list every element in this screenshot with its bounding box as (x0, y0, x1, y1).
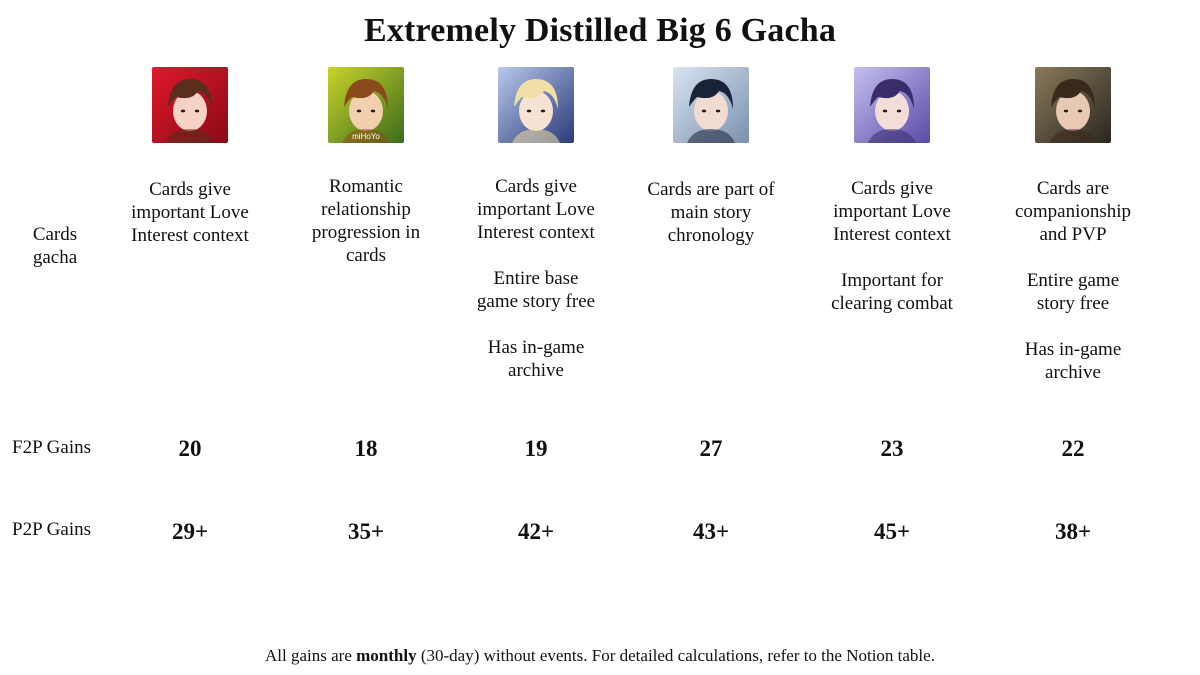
footnote-text-after: (30-day) without events. For detailed ca… (416, 646, 935, 665)
f2p-gains-value: 23 (880, 436, 904, 461)
character-portrait-purple (854, 67, 930, 143)
page-title: Extremely Distilled Big 6 Gacha (363, 12, 837, 49)
column-description: Cards give important Love Interest context (105, 178, 275, 247)
description-line: Cards are (1036, 178, 1110, 199)
description-line: Has in-game (487, 337, 585, 358)
description-line: and PVP (1039, 224, 1107, 245)
description-line: Entire base (493, 268, 579, 289)
description-line: Interest context (833, 224, 951, 245)
avatar-wrapper (451, 67, 621, 143)
avatar-watermark: miHoYo (352, 132, 380, 141)
column-description: Romantic relationship progression in cards (281, 175, 451, 267)
row-label-line: Cards (32, 224, 78, 245)
footnote-text-before: All gains are (265, 646, 357, 665)
description-line: important Love (131, 202, 249, 223)
description-line: Interest context (131, 225, 249, 246)
avatar-wrapper: miHoYo (281, 67, 451, 143)
description-paragraph: Cards give important Love Interest context (105, 178, 275, 247)
description-paragraph: Entire game story free (988, 269, 1158, 315)
f2p-gains-value: 27 (699, 436, 723, 461)
description-line: Cards give (495, 176, 577, 197)
character-portrait-green (328, 67, 404, 143)
description-line: Interest context (477, 222, 595, 243)
row-label-p2p: P2P Gains (12, 519, 92, 540)
column-description: Cards give important Love Interest context… (807, 177, 977, 315)
description-line: Important for (841, 270, 943, 291)
p2p-gains-value: 43+ (692, 519, 730, 544)
description-line: important Love (477, 199, 595, 220)
description-line: Romantic (329, 176, 403, 197)
row-label-cards-gacha: Cards gacha (22, 223, 88, 269)
description-paragraph: Cards are part of main story chronology (626, 178, 796, 247)
row-label-line: gacha (32, 247, 78, 268)
p2p-gains-value: 35+ (347, 519, 385, 544)
description-paragraph: Cards give important Love Interest context (451, 175, 621, 244)
f2p-gains-value: 18 (354, 436, 378, 461)
description-line: main story (670, 202, 752, 223)
description-line: archive (508, 360, 564, 381)
f2p-gains-value: 20 (178, 436, 202, 461)
description-line: archive (1045, 362, 1101, 383)
column-description: Cards are part of main story chronology (626, 178, 796, 247)
description-line: game story free (476, 291, 596, 312)
f2p-gains-value: 22 (1061, 436, 1085, 461)
description-line: chronology (667, 225, 755, 246)
description-paragraph: Romantic relationship progression in cards (281, 175, 451, 267)
description-line: Cards give (149, 179, 231, 200)
footnote-bold: monthly (356, 646, 417, 665)
character-portrait-dark-suit (1035, 67, 1111, 143)
description-line: Cards give (851, 178, 933, 199)
column-description: Cards give important Love Interest context… (451, 175, 621, 382)
f2p-gains-value: 19 (524, 436, 548, 461)
character-portrait-red (152, 67, 228, 143)
description-line: cards (345, 245, 387, 266)
description-paragraph: Cards are companionship and PVP (988, 177, 1158, 246)
description-paragraph: Has in-game archive (451, 336, 621, 382)
description-line: Cards are part of (647, 179, 775, 200)
description-paragraph: Cards give important Love Interest context (807, 177, 977, 246)
description-paragraph: Entire base game story free (451, 267, 621, 313)
row-label-f2p: F2P Gains (12, 437, 92, 458)
p2p-gains-value: 38+ (1054, 519, 1092, 544)
description-line: Has in-game (1024, 339, 1122, 360)
description-line: story free (1036, 293, 1110, 314)
description-line: Entire game (1026, 270, 1120, 291)
avatar-wrapper (105, 67, 275, 143)
description-line: progression in (311, 222, 421, 243)
p2p-gains-value: 29+ (171, 519, 209, 544)
description-line: important Love (833, 201, 951, 222)
character-portrait-dark-hair (673, 67, 749, 143)
description-paragraph: Has in-game archive (988, 338, 1158, 384)
avatar-wrapper (988, 67, 1158, 143)
character-portrait-blue-blond (498, 67, 574, 143)
p2p-gains-value: 45+ (873, 519, 911, 544)
avatar-wrapper (626, 67, 796, 143)
description-line: clearing combat (831, 293, 953, 314)
description-line: companionship (1014, 201, 1132, 222)
footnote: All gains are monthly (30-day) without e… (0, 646, 1200, 666)
column-description: Cards are companionship and PVP Entire game… (988, 177, 1158, 384)
description-paragraph: Important for clearing combat (807, 269, 977, 315)
p2p-gains-value: 42+ (517, 519, 555, 544)
avatar-wrapper (807, 67, 977, 143)
description-line: relationship (321, 199, 411, 220)
